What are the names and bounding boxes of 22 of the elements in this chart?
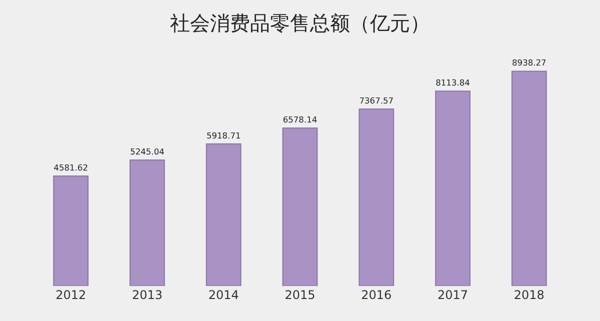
- bar: [130, 160, 165, 286]
- data-label: 5918.71: [206, 130, 241, 140]
- x-tick-label: 2017: [438, 288, 468, 302]
- bar: [358, 108, 394, 286]
- bar: [282, 127, 318, 286]
- data-label: 6578.14: [282, 114, 318, 124]
- bar: [435, 90, 470, 286]
- x-tick-label: 2012: [56, 288, 86, 302]
- data-label: 5245.04: [130, 146, 164, 156]
- bar: [206, 143, 242, 286]
- data-label: 4581.62: [54, 162, 88, 172]
- bar: [511, 70, 547, 286]
- bar: [53, 175, 89, 286]
- data-label: 8938.27: [512, 58, 546, 68]
- x-tick-label: 2015: [284, 288, 316, 302]
- x-tick-label: 2016: [361, 288, 392, 302]
- x-tick-label: 2018: [514, 288, 544, 302]
- data-label: 8113.84: [436, 78, 470, 88]
- x-tick-label: 2013: [132, 288, 162, 302]
- x-tick-label: 2014: [208, 288, 239, 302]
- chart-title: 社会消费品零售总额（亿元）: [170, 11, 430, 36]
- data-label: 7367.57: [359, 95, 394, 106]
